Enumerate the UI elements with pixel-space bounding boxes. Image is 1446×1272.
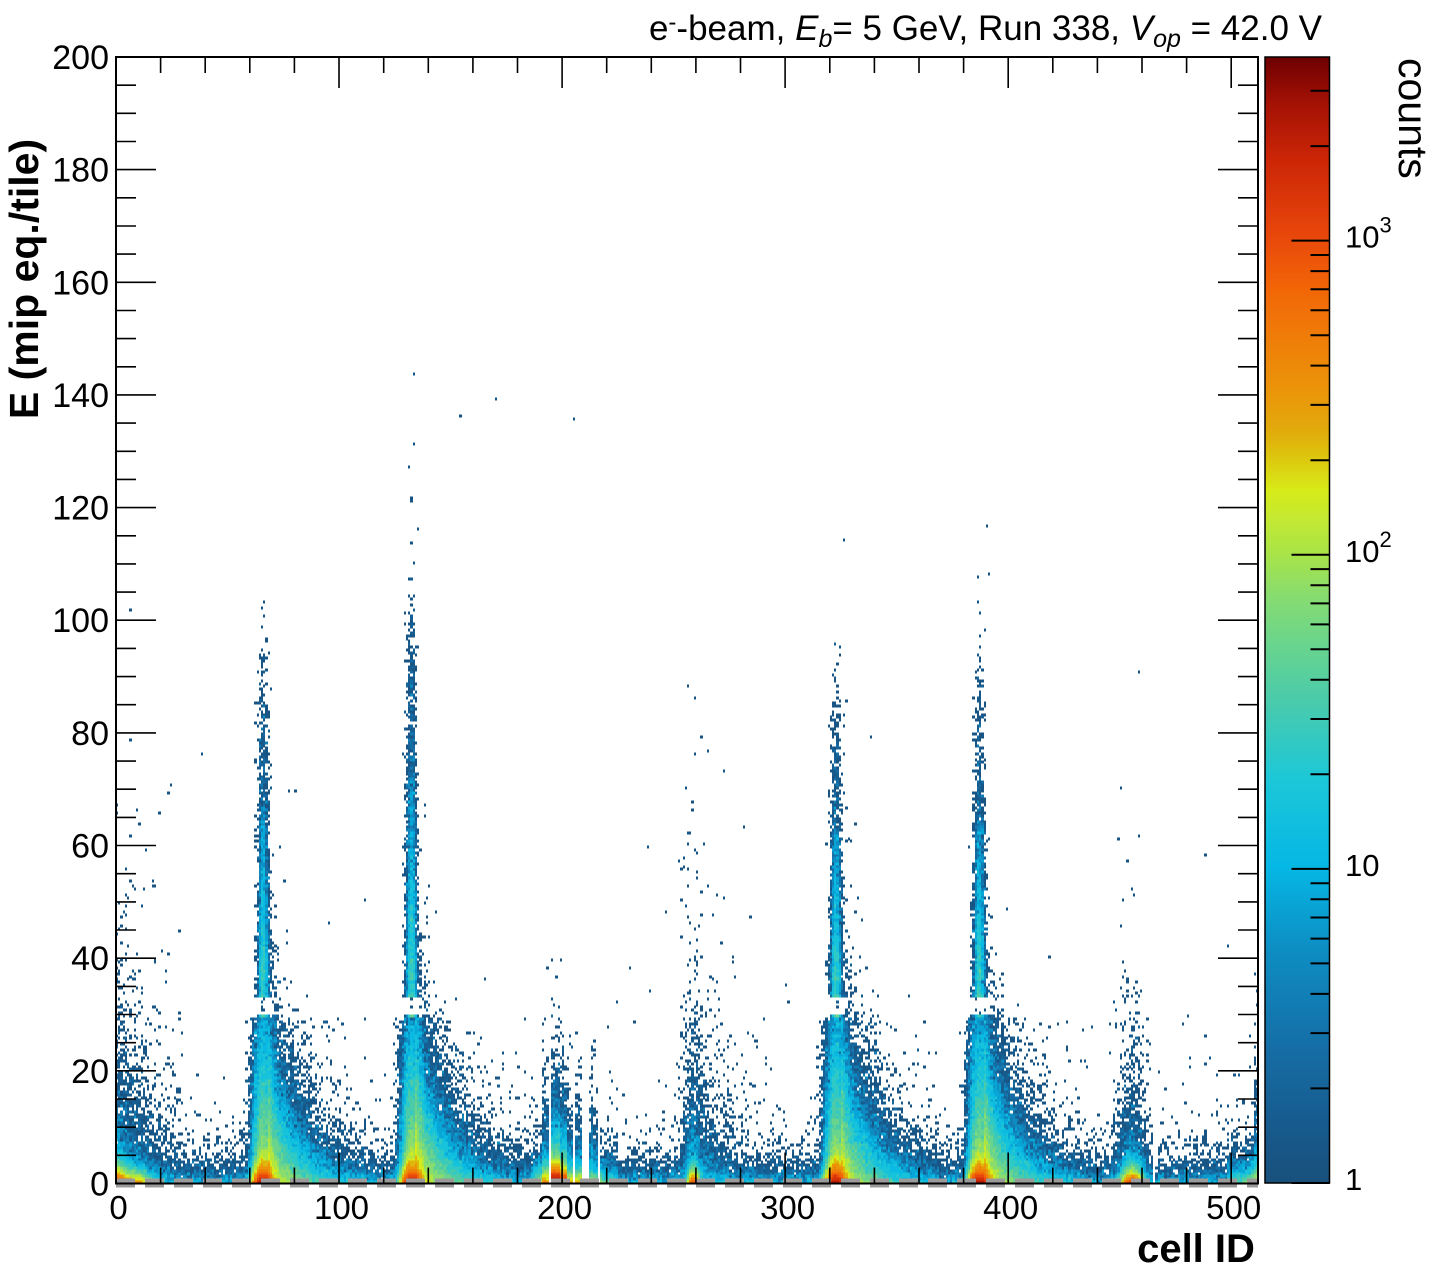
svg-text:0: 0: [109, 1189, 127, 1226]
svg-text:40: 40: [71, 940, 109, 978]
svg-text:180: 180: [52, 152, 109, 190]
svg-text:counts: counts: [1390, 58, 1436, 179]
svg-text:140: 140: [52, 377, 109, 415]
svg-text:80: 80: [71, 715, 109, 753]
svg-text:60: 60: [71, 828, 109, 866]
svg-text:200: 200: [52, 39, 109, 77]
svg-text:500: 500: [1206, 1189, 1261, 1226]
svg-text:0: 0: [90, 1166, 109, 1204]
svg-text:160: 160: [52, 264, 109, 302]
svg-text:cell ID: cell ID: [1137, 1227, 1255, 1271]
svg-text:E (mip eq./tile): E (mip eq./tile): [1, 139, 47, 419]
svg-text:120: 120: [52, 490, 109, 528]
svg-text:200: 200: [537, 1189, 592, 1226]
svg-text:1: 1: [1345, 1162, 1362, 1197]
svg-text:e--beam, Eb= 5 GeV, Run 338, V: e--beam, Eb= 5 GeV, Run 338, Vop = 42.0 …: [649, 9, 1323, 53]
svg-text:300: 300: [760, 1189, 815, 1226]
svg-text:10: 10: [1345, 848, 1379, 883]
svg-text:20: 20: [71, 1053, 109, 1091]
svg-text:100: 100: [314, 1189, 369, 1226]
svg-text:100: 100: [52, 602, 109, 640]
svg-text:400: 400: [983, 1189, 1038, 1226]
